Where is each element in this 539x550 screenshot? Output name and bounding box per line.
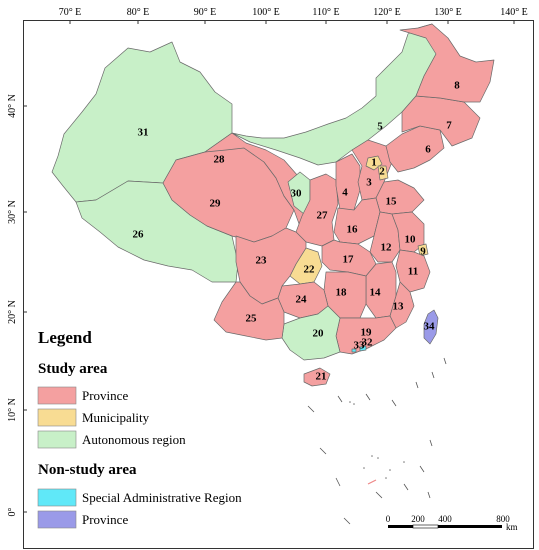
legend-swatch-autonomous-region xyxy=(37,430,77,449)
region-number: 23 xyxy=(256,255,268,267)
region-26 xyxy=(75,180,239,283)
lat-label: 30° N xyxy=(7,200,18,224)
region-number: 2 xyxy=(379,166,385,178)
scale-bar: 0 200 400 800 km xyxy=(386,514,518,532)
region-number: 32 xyxy=(362,337,374,349)
region-number: 26 xyxy=(133,229,145,241)
region-2 xyxy=(377,165,389,181)
region-21 xyxy=(303,367,331,387)
region-number: 20 xyxy=(313,328,325,340)
lon-label: 100° E xyxy=(252,7,280,18)
region-4 xyxy=(335,153,361,211)
region-number: 15 xyxy=(386,196,398,208)
region-number: 3 xyxy=(366,177,372,189)
scale-label: 400 xyxy=(438,514,452,524)
legend-swatch-municipality xyxy=(37,408,77,427)
region-number: 1 xyxy=(371,157,377,169)
region-number: 16 xyxy=(347,224,359,236)
legend-label-non-study-province: Province xyxy=(82,512,128,527)
region-number: 30 xyxy=(291,188,303,200)
region-number: 27 xyxy=(317,210,329,222)
region-34 xyxy=(423,309,439,345)
legend-title: Legend xyxy=(38,328,92,347)
region-number: 5 xyxy=(377,121,383,133)
region-number: 13 xyxy=(393,301,405,313)
region-20 xyxy=(281,305,341,361)
region-number: 12 xyxy=(381,242,393,254)
region-number: 17 xyxy=(343,254,355,266)
lon-label: 110° E xyxy=(312,7,339,18)
legend-label-autonomous-region: Autonomous region xyxy=(82,432,186,447)
region-number: 31 xyxy=(138,127,149,139)
region-number: 14 xyxy=(370,287,382,299)
region-number: 4 xyxy=(342,187,348,199)
region-25 xyxy=(213,281,285,341)
scale-label: 0 xyxy=(386,514,391,524)
lat-label: 20° N xyxy=(7,300,18,324)
region-number: 19 xyxy=(361,327,373,339)
legend-label-sar: Special Administrative Region xyxy=(82,490,242,505)
lat-label: 10° N xyxy=(7,398,18,422)
south-sea-islands xyxy=(307,357,447,525)
legend-swatch-sar xyxy=(37,488,77,507)
legend-label-province: Province xyxy=(82,388,128,403)
scale-unit: km xyxy=(506,522,518,532)
region-number: 24 xyxy=(296,294,308,306)
lon-label: 80° E xyxy=(127,7,150,18)
legend-swatch-province xyxy=(37,386,77,405)
lon-label: 140° E xyxy=(500,7,528,18)
lon-label: 120° E xyxy=(373,7,401,18)
lon-label: 90° E xyxy=(194,7,217,18)
lat-label: 40° N xyxy=(7,94,18,118)
longitude-axis: 70° E 80° E 90° E 100° E 110° E 120° E 1… xyxy=(59,7,528,24)
legend-label-municipality: Municipality xyxy=(82,410,150,425)
region-11 xyxy=(395,249,431,293)
region-22 xyxy=(289,247,323,285)
lon-label: 130° E xyxy=(434,7,462,18)
region-number: 22 xyxy=(304,264,316,276)
region-number: 21 xyxy=(316,371,327,383)
region-number: 18 xyxy=(336,287,348,299)
legend: Legend Study area Province Municipality … xyxy=(37,328,242,529)
region-number: 28 xyxy=(214,154,226,166)
legend-swatch-non-study-province xyxy=(37,510,77,529)
region-number: 7 xyxy=(446,120,452,132)
region-labels: 1 2 3 4 5 6 7 8 9 10 11 12 13 14 15 16 1… xyxy=(133,80,461,383)
region-6 xyxy=(385,125,445,173)
scale-label: 200 xyxy=(411,514,425,524)
map-frame xyxy=(23,20,534,549)
region-number: 11 xyxy=(408,266,418,278)
region-9 xyxy=(417,243,429,257)
latitude-axis: 40° N 30° N 20° N 10° N 0° xyxy=(7,94,27,517)
lat-label: 0° xyxy=(7,508,18,517)
region-8 xyxy=(399,23,495,103)
region-number: 33 xyxy=(354,340,366,352)
region-number: 9 xyxy=(420,246,426,258)
region-number: 29 xyxy=(210,198,222,210)
region-number: 34 xyxy=(424,321,436,333)
regions xyxy=(51,23,495,387)
scale-label: 800 xyxy=(496,514,510,524)
region-32 xyxy=(359,345,367,352)
legend-nonstudy-heading: Non-study area xyxy=(38,462,137,478)
region-number: 10 xyxy=(405,234,417,246)
region-number: 25 xyxy=(246,313,258,325)
region-number: 8 xyxy=(454,80,460,92)
region-33 xyxy=(351,348,357,353)
region-number: 6 xyxy=(425,144,431,156)
lon-label: 70° E xyxy=(59,7,82,18)
legend-study-heading: Study area xyxy=(38,361,108,377)
